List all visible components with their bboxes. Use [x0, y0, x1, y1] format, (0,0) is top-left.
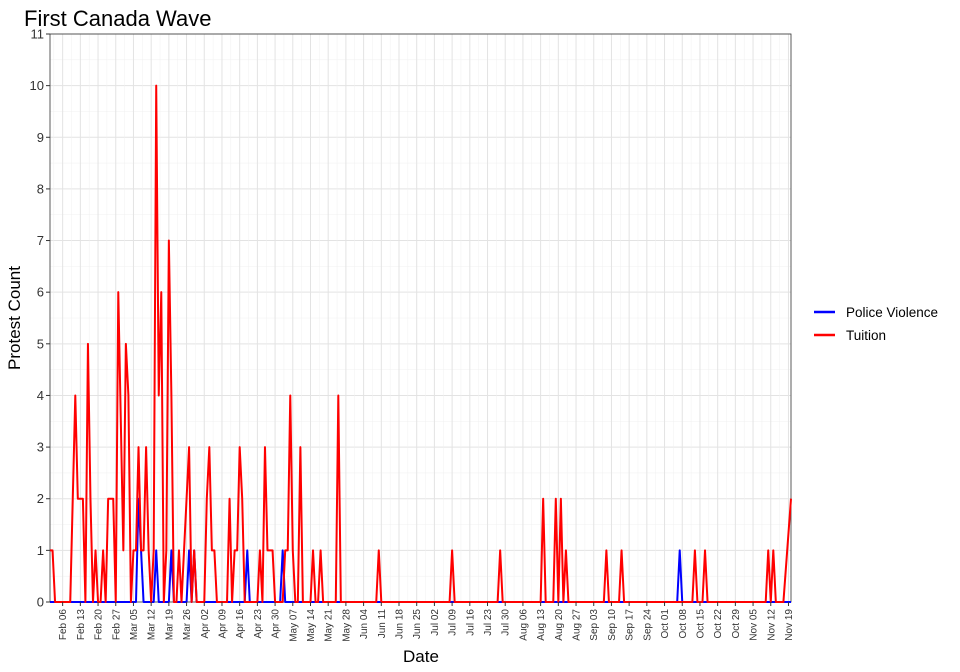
x-tick-label: Feb 20: [94, 609, 105, 641]
y-tick-label: 7: [37, 233, 44, 248]
chart-title: First Canada Wave: [24, 6, 211, 31]
x-tick-label: Feb 06: [58, 609, 69, 641]
x-tick-label: Nov 19: [784, 609, 795, 641]
y-tick-label: 5: [37, 336, 44, 351]
x-tick-label: Oct 01: [660, 609, 671, 639]
y-tick-label: 3: [37, 440, 44, 455]
x-tick-label: Jun 04: [359, 609, 370, 639]
x-tick-label: Jul 02: [430, 609, 441, 636]
x-tick-label: Sep 24: [642, 609, 653, 641]
x-tick-label: Jun 11: [377, 609, 388, 639]
x-tick-label: Nov 05: [749, 609, 760, 641]
x-tick-label: Aug 27: [572, 609, 583, 641]
x-tick-label: May 28: [341, 609, 352, 642]
y-tick-label: 8: [37, 181, 44, 196]
x-tick-label: Jul 09: [448, 609, 459, 636]
x-tick-label: Oct 08: [678, 609, 689, 639]
x-tick-label: Mar 12: [147, 609, 158, 641]
x-tick-label: Apr 09: [217, 609, 228, 639]
x-tick-label: Aug 13: [536, 609, 547, 641]
x-tick-label: Jul 23: [483, 609, 494, 636]
x-tick-label: Feb 27: [111, 609, 122, 641]
x-tick-label: Oct 29: [731, 609, 742, 639]
y-tick-label: 11: [31, 27, 45, 42]
y-tick-label: 0: [37, 595, 44, 610]
x-tick-label: Jul 30: [501, 609, 512, 636]
y-tick-label: 9: [37, 130, 44, 145]
x-tick-label: Apr 16: [235, 609, 246, 639]
x-tick-label: Apr 30: [271, 609, 282, 639]
x-tick-label: May 07: [288, 609, 299, 642]
x-tick-label: Mar 05: [129, 609, 140, 641]
x-tick-label: Apr 02: [200, 609, 211, 639]
x-tick-label: Sep 03: [589, 609, 600, 641]
x-tick-label: May 21: [324, 609, 335, 642]
y-tick-label: 6: [37, 285, 44, 300]
x-tick-label: Aug 06: [518, 609, 529, 641]
x-tick-label: Nov 12: [766, 609, 777, 641]
series-lines: [50, 84, 792, 603]
x-tick-label: Feb 13: [76, 609, 87, 641]
legend-label: Tuition: [846, 328, 886, 343]
y-tick-label: 4: [37, 388, 44, 403]
x-tick-label: Jul 16: [465, 609, 476, 636]
series-line-tuition: [50, 84, 792, 603]
x-tick-label: Mar 26: [182, 609, 193, 641]
legend: Police Violence Tuition: [814, 305, 938, 343]
y-axis-ticks: 0 1 2 3 4 5 6 7 8 9 10 11: [30, 27, 50, 610]
x-tick-label: Oct 22: [713, 609, 724, 639]
x-tick-label: Jun 18: [395, 609, 406, 639]
x-axis-title: Date: [403, 647, 439, 666]
x-axis-ticks: Feb 06 Feb 13 Feb 20 Feb 27 Mar 05 Mar 12 Mar …: [58, 602, 795, 642]
x-tick-label: Mar 19: [164, 609, 175, 641]
x-tick-label: May 14: [306, 609, 317, 642]
y-tick-label: 10: [30, 78, 44, 93]
x-tick-label: Aug 20: [554, 609, 565, 641]
x-tick-label: Sep 17: [625, 609, 636, 641]
x-tick-label: Oct 15: [695, 609, 706, 639]
x-tick-label: Apr 23: [253, 609, 264, 639]
x-tick-label: Jun 25: [412, 609, 423, 639]
legend-label: Police Violence: [846, 305, 938, 320]
y-tick-label: 2: [37, 491, 44, 506]
x-tick-label: Sep 10: [607, 609, 618, 641]
y-tick-label: 1: [37, 543, 44, 558]
y-axis-title: Protest Count: [5, 266, 24, 370]
